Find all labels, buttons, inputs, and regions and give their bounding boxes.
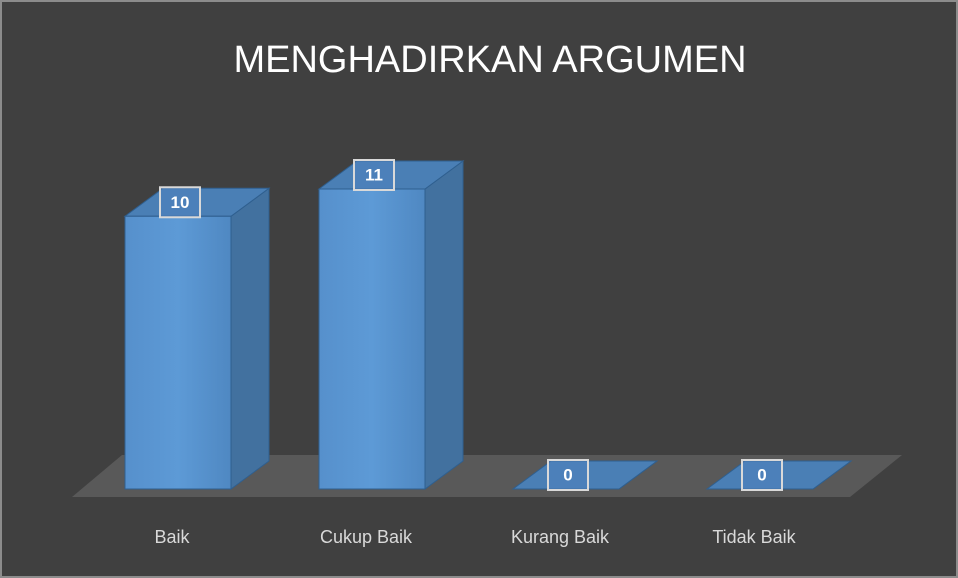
data-label-box bbox=[547, 459, 589, 491]
x-tick-label: Kurang Baik bbox=[511, 527, 610, 547]
data-label: 0 bbox=[757, 465, 766, 484]
floor bbox=[72, 455, 902, 497]
data-label-box bbox=[159, 186, 201, 219]
bar bbox=[318, 188, 426, 490]
x-tick-label: Tidak Baik bbox=[712, 527, 796, 547]
bar-side bbox=[424, 160, 464, 490]
data-label-box bbox=[741, 459, 783, 491]
x-tick-label: Baik bbox=[154, 527, 190, 547]
data-label-box bbox=[353, 159, 395, 191]
x-tick-label: Cukup Baik bbox=[320, 527, 413, 547]
bar bbox=[124, 215, 232, 490]
data-label: 0 bbox=[563, 465, 572, 484]
bar-side bbox=[230, 187, 270, 490]
data-label: 11 bbox=[365, 165, 383, 184]
chart-title: MENGHADIRKAN ARGUMEN bbox=[233, 39, 746, 81]
data-label: 10 bbox=[171, 193, 190, 212]
